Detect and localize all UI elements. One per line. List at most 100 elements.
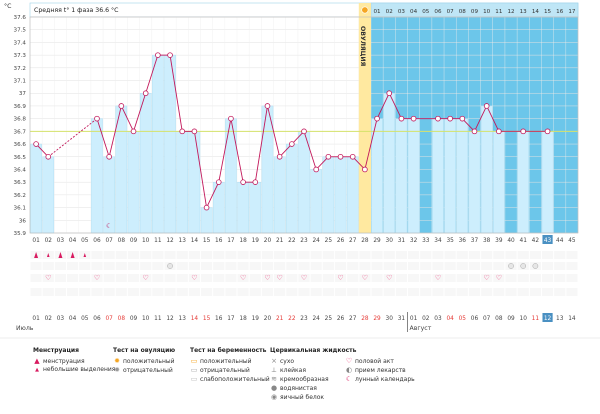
calendar-date-label: 11 — [532, 316, 540, 322]
y-tick-label: 35.9 — [14, 231, 27, 237]
post-ovulation-day-label: 03 — [398, 9, 406, 15]
heart-icon: ♡ — [345, 357, 353, 365]
calendar-date-label: 18 — [239, 316, 247, 322]
cycle-day-label: 33 — [422, 238, 430, 244]
temperature-point — [325, 153, 332, 160]
temperature-line-segment — [486, 105, 500, 132]
legend-item: ● водянистая — [270, 384, 317, 392]
y-tick-label: 36.8 — [14, 117, 27, 123]
calendar-date-label: 10 — [142, 316, 150, 322]
symbol-cell — [566, 274, 578, 282]
legend-label: отрицательный — [123, 367, 173, 374]
symbol-cell — [91, 288, 103, 296]
calendar-date-label: 08 — [495, 316, 503, 322]
symbol-cell — [200, 274, 213, 282]
symbol-cell — [30, 262, 42, 270]
symbol-cell — [176, 262, 188, 270]
symbol-cell — [371, 251, 383, 259]
symbol-cell — [188, 262, 200, 270]
symbol-cell — [468, 251, 481, 259]
sun-negative-icon: ✹ — [114, 366, 120, 374]
symbol-cell — [359, 288, 371, 296]
heart-icon: ♡ — [240, 274, 246, 282]
symbol-cell — [127, 288, 140, 296]
temperature-chart: Средняя t° 1 фаза 36.6 °C2 фаза 36.8 °CР… — [0, 2, 600, 339]
calendar-date-label: 04 — [446, 316, 454, 322]
symbol-cell — [176, 274, 188, 282]
symbol-cell — [383, 274, 395, 282]
symbol-cell — [481, 262, 493, 270]
symbol-cell — [334, 262, 347, 270]
temperature-line-segment — [169, 55, 183, 132]
temperature-bar — [249, 181, 262, 234]
temperature-bar — [346, 156, 359, 234]
symbol-cell — [164, 288, 176, 296]
cycle-day-label: 38 — [483, 238, 491, 244]
symbol-cell — [225, 274, 237, 282]
symbol-cell — [541, 288, 554, 296]
temperature-line-segment — [303, 131, 317, 170]
symbol-cell — [444, 262, 456, 270]
cycle-day-label: 24 — [312, 238, 320, 244]
symbol-cell — [432, 274, 444, 282]
y-tick-label: 36.7 — [14, 129, 27, 135]
symbol-cell — [286, 288, 298, 296]
heart-icon: ♡ — [435, 274, 441, 282]
symbol-cell — [505, 251, 517, 259]
cycle-day-label: 02 — [45, 238, 53, 244]
symbol-cell — [408, 274, 420, 282]
cycle-day-label: 12 — [166, 238, 174, 244]
legend-label: сухо — [280, 358, 295, 365]
symbol-cell — [152, 262, 164, 270]
temperature-line-segment — [193, 131, 208, 208]
symbol-cell — [298, 262, 310, 270]
symbol-cell — [359, 251, 371, 259]
temperature-line-segment — [108, 105, 122, 157]
symbol-cell — [67, 288, 79, 296]
current-day-highlight — [542, 235, 553, 244]
symbol-cell — [395, 288, 408, 296]
symbol-cell — [140, 251, 152, 259]
calendar-date-label: 28 — [361, 316, 369, 322]
temperature-point — [106, 153, 112, 160]
drop-small-icon — [83, 253, 87, 257]
cycle-day-label: 09 — [130, 238, 138, 244]
drop-big-icon: ▲ — [34, 357, 40, 365]
symbol-cell — [140, 288, 152, 296]
cervical-fluid-icon — [508, 263, 514, 269]
symbol-cell — [249, 251, 261, 259]
y-tick-label: 36.3 — [14, 180, 27, 186]
post-ovulation-day-label: 16 — [556, 9, 564, 15]
symbol-cell — [274, 288, 286, 296]
symbol-cell — [152, 251, 164, 259]
symbol-cell — [310, 288, 322, 296]
post-ovulation-day-label: 01 — [374, 9, 382, 15]
symbol-cell — [91, 274, 103, 282]
cycle-day-label: 15 — [203, 238, 211, 244]
symbol-cell — [517, 274, 529, 282]
temperature-bar — [152, 54, 164, 234]
temperature-line-segment — [461, 118, 475, 132]
legend-label: положительный — [123, 358, 175, 365]
symbol-cell — [225, 288, 237, 296]
cycle-day-label: 03 — [57, 238, 65, 244]
temperature-bar — [237, 181, 249, 234]
symbol-cell — [347, 262, 359, 270]
symbol-cell — [274, 274, 286, 282]
calendar-date-label: 07 — [483, 316, 491, 322]
post-ovulation-day-label: 04 — [410, 9, 418, 15]
temperature-line-segment — [291, 131, 305, 145]
cycle-day-label: 17 — [227, 238, 235, 244]
calendar-date-label: 21 — [276, 316, 284, 322]
symbol-cell — [286, 262, 298, 270]
y-tick-label: 37.2 — [14, 66, 26, 72]
legend-item: ◉ яичный белок — [270, 393, 324, 401]
symbol-cell — [444, 251, 456, 259]
cycle-day-label: 21 — [276, 238, 284, 244]
temperature-point — [544, 128, 551, 135]
temperature-bar — [127, 131, 140, 234]
symbol-cell — [200, 251, 213, 259]
y-tick-label: 37.6 — [14, 15, 27, 21]
symbol-cell — [395, 251, 408, 259]
symbol-cell — [298, 251, 310, 259]
